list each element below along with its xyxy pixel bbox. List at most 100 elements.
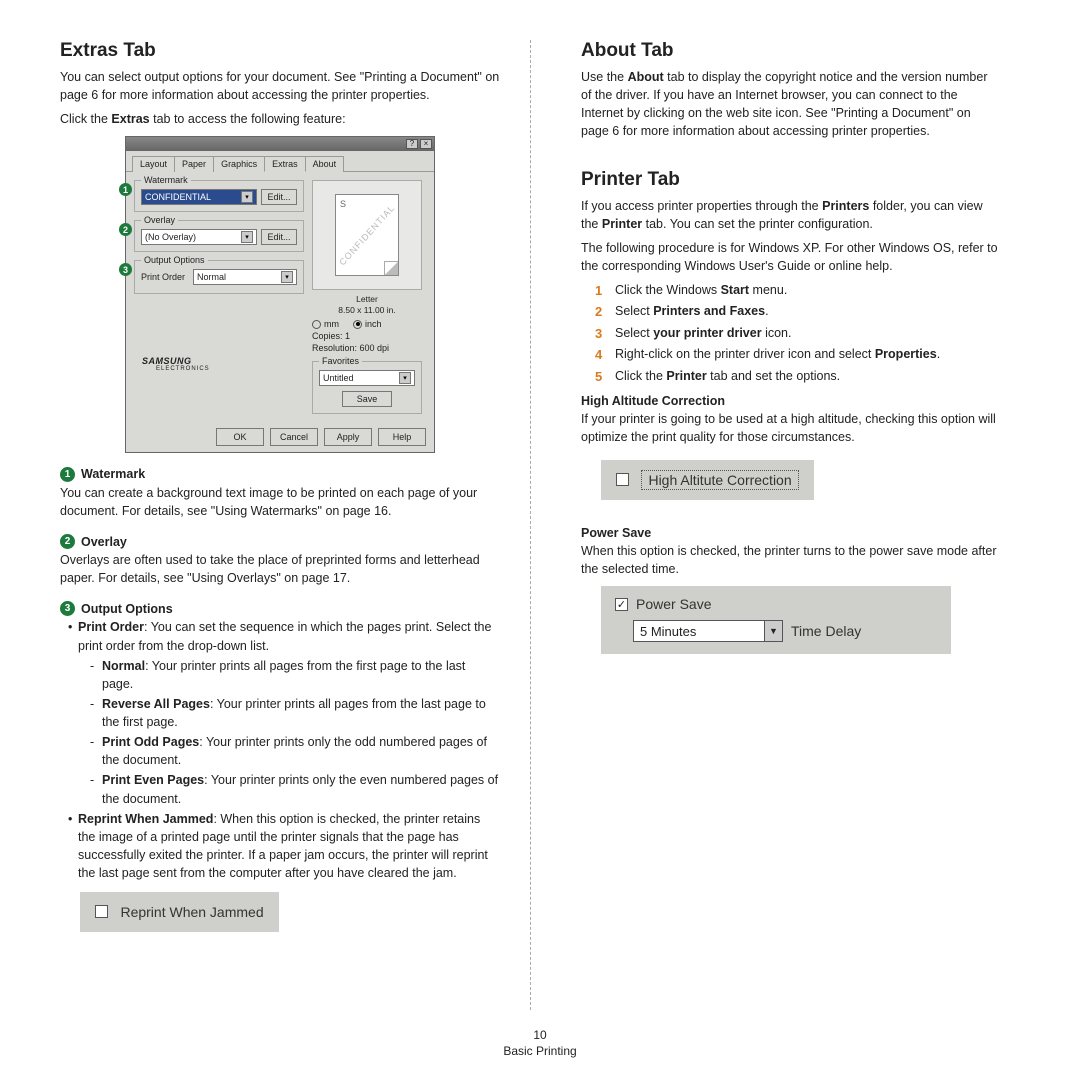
column-divider <box>530 40 531 1010</box>
dialog-footer: OK Cancel Apply Help <box>126 422 434 452</box>
watermark-select[interactable]: CONFIDENTIAL ▾ <box>141 189 257 205</box>
ok-button[interactable]: OK <box>216 428 264 446</box>
cancel-button[interactable]: Cancel <box>270 428 318 446</box>
group-watermark: 1 Watermark CONFIDENTIAL ▾ Edit... <box>134 180 304 212</box>
callout-1-header: 1 Watermark <box>60 467 500 482</box>
chevron-down-icon: ▾ <box>399 372 411 384</box>
right-column: About Tab Use the About tab to display t… <box>541 40 1001 1010</box>
printer-steps: 1Click the Windows Start menu. 2Select P… <box>595 281 1001 386</box>
callout-2-header: 2 Overlay <box>60 534 500 549</box>
help-titlebar-button[interactable]: ? <box>406 139 418 149</box>
properties-dialog: ? × Layout Paper Graphics Extras About 1… <box>125 136 435 453</box>
dialog-body: 1 Watermark CONFIDENTIAL ▾ Edit... 2 Ove <box>126 172 434 422</box>
reprint-when-jammed-panel: Reprint When Jammed <box>80 892 279 932</box>
footer-text: Basic Printing <box>503 1044 576 1058</box>
circle-1-icon: 1 <box>60 467 75 482</box>
badge-3: 3 <box>119 263 132 276</box>
dialog-titlebar: ? × <box>126 137 434 151</box>
left-column: Extras Tab You can select output options… <box>60 40 520 1010</box>
apply-button[interactable]: Apply <box>324 428 372 446</box>
brand-subtext: ELECTRONICS <box>134 366 304 372</box>
tab-about[interactable]: About <box>305 156 345 172</box>
dialog-right-pane: S CONFIDENTIAL Letter 8.50 x 11.00 in. m… <box>312 180 422 414</box>
print-order-select[interactable]: Normal ▾ <box>193 269 297 285</box>
page-number: 10 <box>0 1028 1080 1042</box>
step-4: 4Right-click on the printer driver icon … <box>595 345 1001 364</box>
group-output-title: Output Options <box>141 255 208 265</box>
overlay-select[interactable]: (No Overlay) ▾ <box>141 229 257 245</box>
badge-1: 1 <box>119 183 132 196</box>
extras-intro-2: Click the Extras tab to access the follo… <box>60 110 500 128</box>
high-altitude-label: High Altitute Correction <box>641 470 798 490</box>
step-3: 3Select your printer driver icon. <box>595 324 1001 343</box>
reprint-checkbox-label: Reprint When Jammed <box>120 904 263 920</box>
dialog-left-pane: 1 Watermark CONFIDENTIAL ▾ Edit... 2 Ove <box>134 180 304 414</box>
group-overlay: 2 Overlay (No Overlay) ▾ Edit... <box>134 220 304 252</box>
reprint-checkbox[interactable] <box>95 905 108 918</box>
group-overlay-title: Overlay <box>141 215 178 225</box>
tab-extras[interactable]: Extras <box>264 156 306 172</box>
unit-mm-option[interactable]: mm <box>312 319 339 329</box>
watermark-edit-button[interactable]: Edit... <box>261 189 297 205</box>
chevron-down-icon: ▾ <box>241 231 253 243</box>
high-altitude-heading: High Altitude Correction <box>581 394 1001 408</box>
power-save-checkbox[interactable]: ✓ <box>615 598 628 611</box>
dialog-tabs: Layout Paper Graphics Extras About <box>126 151 434 172</box>
print-order-label: Print Order <box>141 272 189 282</box>
unit-inch-option[interactable]: inch <box>353 319 382 329</box>
group-watermark-title: Watermark <box>141 175 191 185</box>
group-favorites: Favorites Untitled ▾ Save <box>312 361 422 414</box>
copies-info: Copies: 1 <box>312 331 422 341</box>
print-order-sublist: Normal: Your printer prints all pages fr… <box>90 657 500 808</box>
chevron-down-icon: ▼ <box>764 621 782 641</box>
preview-caption: Letter 8.50 x 11.00 in. <box>312 294 422 314</box>
power-save-body: When this option is checked, the printer… <box>581 542 1001 578</box>
output-options-list: Print Order: You can set the sequence in… <box>68 618 500 882</box>
help-button[interactable]: Help <box>378 428 426 446</box>
tab-paper[interactable]: Paper <box>174 156 214 172</box>
time-delay-label: Time Delay <box>791 623 861 639</box>
close-titlebar-button[interactable]: × <box>420 139 432 149</box>
overlay-edit-button[interactable]: Edit... <box>261 229 297 245</box>
favorites-select[interactable]: Untitled ▾ <box>319 370 415 386</box>
dog-ear-icon <box>384 261 398 275</box>
resolution-info: Resolution: 600 dpi <box>312 343 422 353</box>
printer-tab-p1: If you access printer properties through… <box>581 197 1001 233</box>
time-delay-select[interactable]: 5 Minutes ▼ <box>633 620 783 642</box>
circle-3-icon: 3 <box>60 601 75 616</box>
group-output-options: 3 Output Options Print Order Normal ▾ <box>134 260 304 294</box>
power-save-heading: Power Save <box>581 526 1001 540</box>
page-preview: S CONFIDENTIAL <box>312 180 422 290</box>
badge-2: 2 <box>119 223 132 236</box>
chevron-down-icon: ▾ <box>281 271 293 283</box>
callout-1-body: You can create a background text image t… <box>60 484 500 520</box>
page-columns: Extras Tab You can select output options… <box>60 40 1020 1010</box>
step-5: 5Click the Printer tab and set the optio… <box>595 367 1001 386</box>
callout-2-body: Overlays are often used to take the plac… <box>60 551 500 587</box>
favorites-title: Favorites <box>319 356 362 366</box>
about-body: Use the About tab to display the copyrig… <box>581 68 1001 141</box>
favorites-save-button[interactable]: Save <box>342 391 392 407</box>
heading-about-tab: About Tab <box>581 40 1001 62</box>
printer-tab-p2: The following procedure is for Windows X… <box>581 239 1001 275</box>
unit-radios: mm inch <box>312 319 422 329</box>
chevron-down-icon: ▾ <box>241 191 253 203</box>
preview-sheet: S CONFIDENTIAL <box>335 194 399 276</box>
tab-graphics[interactable]: Graphics <box>213 156 265 172</box>
high-altitude-checkbox[interactable] <box>616 473 629 486</box>
heading-extras-tab: Extras Tab <box>60 40 500 62</box>
tab-layout[interactable]: Layout <box>132 156 175 172</box>
step-2: 2Select Printers and Faxes. <box>595 302 1001 321</box>
step-1: 1Click the Windows Start menu. <box>595 281 1001 300</box>
preview-watermark: CONFIDENTIAL <box>337 203 397 268</box>
circle-2-icon: 2 <box>60 534 75 549</box>
high-altitude-panel: High Altitute Correction <box>601 460 814 500</box>
callout-3-header: 3 Output Options <box>60 601 500 616</box>
heading-printer-tab: Printer Tab <box>581 169 1001 191</box>
extras-intro-1: You can select output options for your d… <box>60 68 500 104</box>
page-footer: 10 Basic Printing <box>0 1028 1080 1058</box>
print-order-item: Print Order: You can set the sequence in… <box>68 618 500 807</box>
high-altitude-body: If your printer is going to be used at a… <box>581 410 1001 446</box>
power-save-panel: ✓ Power Save 5 Minutes ▼ Time Delay <box>601 586 951 654</box>
reprint-when-jammed-item: Reprint When Jammed: When this option is… <box>68 810 500 883</box>
